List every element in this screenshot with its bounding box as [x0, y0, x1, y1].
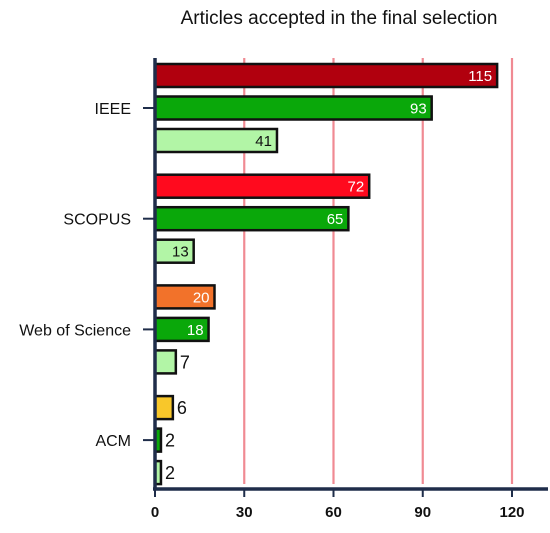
bar-0-0 — [153, 62, 499, 89]
data-label-2-0: 20 — [193, 289, 210, 306]
category-label-1: SCOPUS — [63, 212, 131, 229]
x-tick-label-2: 60 — [325, 504, 342, 521]
bar-1-0 — [153, 173, 371, 199]
x-tick-label-4: 120 — [499, 504, 524, 521]
category-label-2: Web of Science — [19, 322, 131, 339]
data-label-3-0: 6 — [177, 398, 187, 418]
x-tick-label-3: 90 — [414, 504, 431, 521]
data-label-1-1: 65 — [327, 211, 344, 228]
data-label-0-1: 93 — [410, 101, 427, 118]
data-label-0-0: 115 — [468, 68, 492, 85]
bar-2-2 — [153, 349, 178, 375]
data-label-3-1: 2 — [165, 431, 175, 451]
data-label-2-2: 7 — [180, 352, 190, 372]
category-label-0: IEEE — [95, 101, 131, 118]
bar-0-1 — [153, 95, 433, 121]
data-label-2-1: 18 — [187, 322, 204, 339]
data-label-1-2: 13 — [172, 244, 189, 261]
data-label-0-2: 41 — [255, 133, 272, 150]
x-tick-label-1: 30 — [236, 504, 253, 521]
data-label-3-2: 2 — [165, 463, 175, 483]
x-tick-label-0: 0 — [151, 504, 159, 521]
category-label-3: ACM — [95, 433, 131, 450]
bar-3-0 — [153, 394, 175, 421]
bar-1-1 — [153, 205, 350, 232]
chart-title: Articles accepted in the final selection — [181, 8, 498, 29]
data-label-1-0: 72 — [348, 179, 365, 196]
